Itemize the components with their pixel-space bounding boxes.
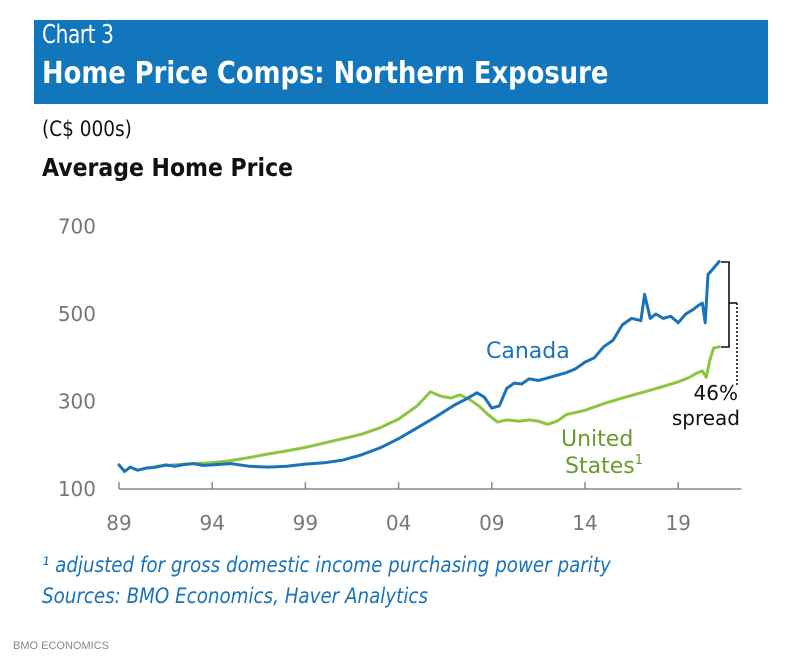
x-tick-label: 19 — [665, 511, 690, 535]
chart-subtitle: Average Home Price — [42, 153, 294, 182]
y-tick-label: 700 — [58, 215, 96, 239]
header-band — [34, 20, 768, 104]
us-series-line — [154, 345, 721, 468]
spread-text-label: spread — [672, 406, 740, 430]
units-label: (C$ 000s) — [42, 117, 132, 141]
credit-label: BMO ECONOMICS — [13, 640, 109, 652]
y-tick-label: 100 — [58, 477, 96, 501]
x-tick-label: 89 — [106, 511, 131, 535]
x-tick-label: 14 — [572, 511, 597, 535]
us-series-label-text: States — [565, 454, 635, 479]
spread-bracket — [721, 261, 730, 348]
chart-title: Home Price Comps: Northern Exposure — [42, 56, 609, 91]
x-tick-label: 99 — [293, 511, 318, 535]
y-tick-label: 500 — [58, 302, 96, 326]
canada-series-label: Canada — [486, 339, 570, 364]
chart-number: Chart 3 — [42, 20, 114, 50]
us-series-label-line2: States1 — [565, 453, 643, 479]
x-tick-label: 09 — [479, 511, 504, 535]
annotations: Canada United States1 46% spread — [486, 261, 740, 479]
x-tick-label: 04 — [386, 511, 411, 535]
series-lines — [117, 260, 721, 473]
us-footnote-marker: 1 — [635, 453, 643, 468]
y-axis-ticks: 100 300 500 700 — [58, 215, 96, 502]
x-axis: 89 94 99 04 09 14 19 — [106, 482, 742, 535]
sources-note: Sources: BMO Economics, Haver Analytics — [42, 584, 428, 608]
y-tick-label: 300 — [58, 390, 96, 414]
spread-value-label: 46% — [694, 381, 738, 405]
footnote: ¹ adjusted for gross domestic income pur… — [42, 553, 611, 577]
us-series-label-line1: United — [561, 427, 633, 452]
canada-series-line — [117, 260, 721, 473]
x-tick-label: 94 — [199, 511, 224, 535]
